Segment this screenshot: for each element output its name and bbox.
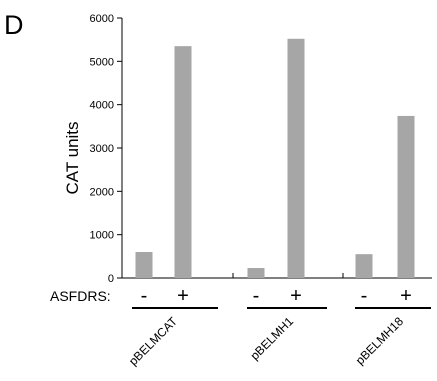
bar-pBELMCAT-minus xyxy=(135,252,153,278)
bar-pBELMH18-minus xyxy=(355,254,373,278)
condition-sign: + xyxy=(400,285,412,307)
y-tick-label: 6000 xyxy=(90,13,114,25)
group-label: pBELMH1 xyxy=(248,314,297,363)
group-label: pBELMH18 xyxy=(353,314,407,368)
y-tick-label: 1000 xyxy=(90,230,114,242)
y-tick-label: 4000 xyxy=(90,100,114,112)
group-label: pBELMCAT xyxy=(126,314,181,369)
group-labels: pBELMCAT pBELMH1 pBELMH18 xyxy=(126,307,431,369)
y-axis-label: CAT units xyxy=(63,121,82,194)
condition-sign: + xyxy=(290,285,302,307)
y-tick-label: 2000 xyxy=(90,186,114,198)
y-tick-label: 5000 xyxy=(90,56,114,68)
condition-signs: - + - + - + xyxy=(141,285,412,307)
bar-pBELMH1-plus xyxy=(287,38,305,278)
panel-letter: D xyxy=(4,10,24,40)
bar-pBELMH18-plus xyxy=(397,115,415,278)
y-tick-label: 0 xyxy=(108,273,114,285)
condition-sign: + xyxy=(177,285,189,307)
condition-sign: - xyxy=(141,285,148,307)
bars xyxy=(135,38,415,278)
condition-sign: - xyxy=(361,285,368,307)
condition-row-label: ASFDRS: xyxy=(50,288,111,304)
y-axis-ticks: 0 1000 2000 3000 4000 5000 6000 xyxy=(90,13,122,285)
bar-pBELMH1-minus xyxy=(247,268,265,278)
bar-pBELMCAT-plus xyxy=(174,46,192,278)
y-tick-label: 3000 xyxy=(90,143,114,155)
condition-sign: - xyxy=(253,285,260,307)
